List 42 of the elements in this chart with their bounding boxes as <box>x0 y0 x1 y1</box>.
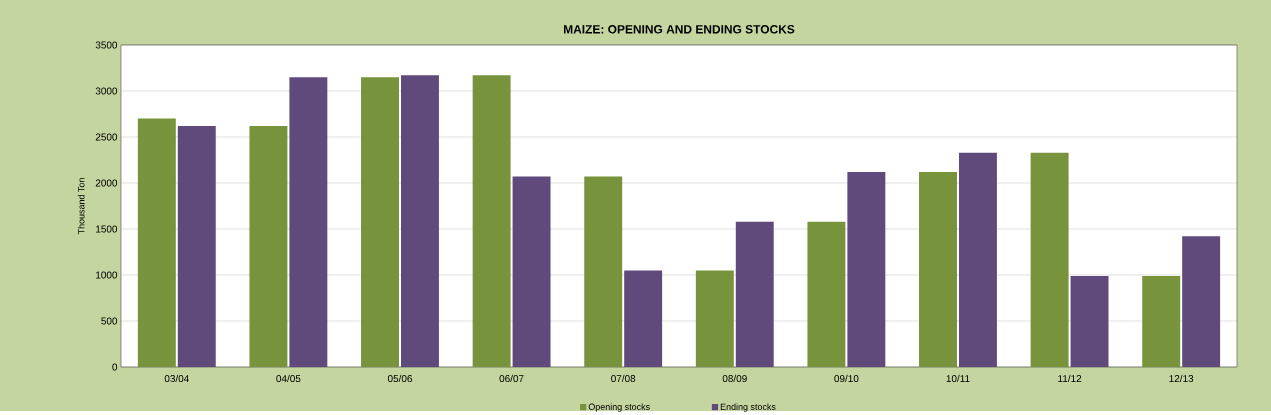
chart-title: MAIZE: OPENING AND ENDING STOCKS <box>563 24 795 34</box>
x-tick-label: 11/12 <box>1058 374 1082 382</box>
bar <box>289 77 328 367</box>
x-tick-label: 10/11 <box>946 374 970 382</box>
bar <box>624 270 663 367</box>
bar <box>1142 275 1181 367</box>
bar <box>735 221 774 367</box>
x-tick-label: 06/07 <box>499 374 524 382</box>
bar <box>919 171 957 367</box>
y-tick-label: 3000 <box>95 87 118 95</box>
y-tick-label: 500 <box>101 317 118 325</box>
bar <box>177 125 216 367</box>
x-tick-label: 09/10 <box>834 374 859 382</box>
bar <box>361 77 399 367</box>
y-tick-label: 1500 <box>96 225 118 233</box>
y-tick-label: 3500 <box>95 41 118 49</box>
bar <box>512 176 551 367</box>
x-tick-label: 03/04 <box>164 374 189 382</box>
bar <box>847 171 886 367</box>
bar <box>807 221 846 367</box>
bar <box>249 125 288 367</box>
x-tick-label: 08/09 <box>722 374 747 382</box>
bar <box>137 118 176 367</box>
bar <box>400 75 439 367</box>
y-tick-label: 0 <box>112 363 118 371</box>
x-tick-label: 07/08 <box>611 374 636 382</box>
y-tick-label: 2000 <box>95 179 118 187</box>
bar <box>1030 152 1069 367</box>
bar <box>695 270 734 367</box>
x-tick-label: 12/13 <box>1169 374 1194 382</box>
y-tick-label: 1000 <box>96 271 118 279</box>
bar <box>472 75 511 367</box>
bar <box>1182 236 1221 367</box>
legend-label: Opening stocks <box>588 403 650 412</box>
bar <box>958 152 997 367</box>
y-axis-title: Thousand Ton <box>77 177 85 235</box>
x-tick-label: 05/06 <box>387 374 413 382</box>
legend-label: Ending stocks <box>720 403 776 412</box>
bar <box>584 176 623 367</box>
y-tick-label: 2500 <box>95 133 118 141</box>
bar <box>1070 275 1109 367</box>
x-tick-label: 04/05 <box>276 374 301 382</box>
